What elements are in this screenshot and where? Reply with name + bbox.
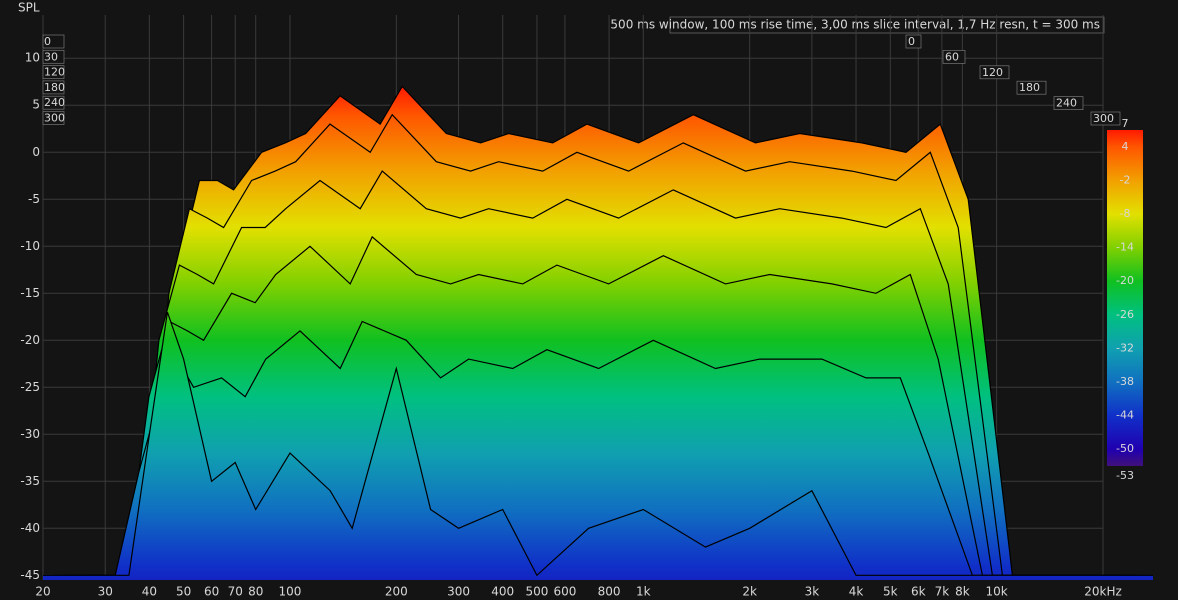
time-tick-label: 0 [44,35,51,48]
colorbar-label: 4 [1122,140,1129,153]
colorbar [1107,130,1143,466]
x-tick-label: 300 [447,585,470,599]
x-tick-label: 1k [636,585,651,599]
y-tick-label: -25 [20,380,40,394]
x-tick-label: 8k [955,585,970,599]
colorbar-label: -14 [1116,241,1134,254]
x-tick-label: 500 [525,585,548,599]
x-tick-label: 800 [598,585,621,599]
x-tick-label: 70 [228,585,243,599]
time-tick-label: 120 [44,66,65,79]
time-tick-label: 300 [44,112,65,125]
x-tick-label: 6k [911,585,926,599]
time-tick-label: 240 [44,96,65,109]
time-tick-label: 180 [1019,81,1040,94]
time-tick-label: 180 [44,81,65,94]
x-tick-label: 20 [35,585,50,599]
slice-area [43,312,1103,580]
slice-line [83,113,1143,576]
chart-title: 500 ms window, 100 ms rise time, 3,00 ms… [610,18,1100,32]
y-tick-label: 10 [25,51,40,65]
y-tick-label: -15 [20,286,40,300]
x-tick-label: 20kHz [1084,585,1122,599]
x-tick-label: 7k [935,585,950,599]
x-tick-label: 50 [176,585,191,599]
x-tick-label: 3k [805,585,820,599]
title-box [669,16,1105,34]
x-tick-label: 2k [742,585,757,599]
slice-line [43,311,1103,577]
colorbar-label: -50 [1116,442,1134,455]
x-tick-label: 100 [279,585,302,599]
x-tick-label: 4k [849,585,864,599]
time-tick-label: 240 [1056,97,1077,110]
colorbar-label: -2 [1120,173,1131,186]
colorbar-label: 7 [1122,117,1129,130]
y-tick-label: -20 [20,333,40,347]
y-tick-label: -30 [20,427,40,441]
y-tick-label: -35 [20,474,40,488]
x-tick-label: 10k [986,585,1008,599]
x-tick-label: 200 [385,585,408,599]
y-tick-label: -10 [20,239,40,253]
time-tick-label: 300 [1093,112,1114,125]
x-tick-label: 40 [142,585,157,599]
time-tick-label: 0 [908,35,915,48]
x-tick-label: 600 [553,585,576,599]
x-tick-label: 60 [204,585,219,599]
slice-line [73,170,1133,576]
colorbar-label: -8 [1120,207,1131,220]
slice-line [93,85,1153,576]
colorbar-label: -20 [1116,274,1134,287]
slice-line [63,235,1123,576]
time-tick-label: 60 [945,50,959,63]
colorbar-label: -26 [1116,308,1134,321]
y-tick-label: 5 [32,98,40,112]
time-tick-label: 120 [982,66,1003,79]
x-tick-label: 80 [248,585,263,599]
y-tick-label: -5 [28,192,40,206]
time-tick-label: 30 [44,50,58,63]
y-tick-label: -40 [20,521,40,535]
x-tick-label: 30 [98,585,113,599]
y-tick-label: 0 [32,145,40,159]
colorbar-label: -32 [1116,341,1134,354]
x-tick-label: 5k [883,585,898,599]
y-axis-label: SPL [18,1,40,15]
colorbar-label: -44 [1116,409,1134,422]
colorbar-label: -53 [1116,469,1134,482]
colorbar-label: -38 [1116,375,1134,388]
x-tick-label: 400 [491,585,514,599]
y-tick-label: -45 [20,568,40,582]
